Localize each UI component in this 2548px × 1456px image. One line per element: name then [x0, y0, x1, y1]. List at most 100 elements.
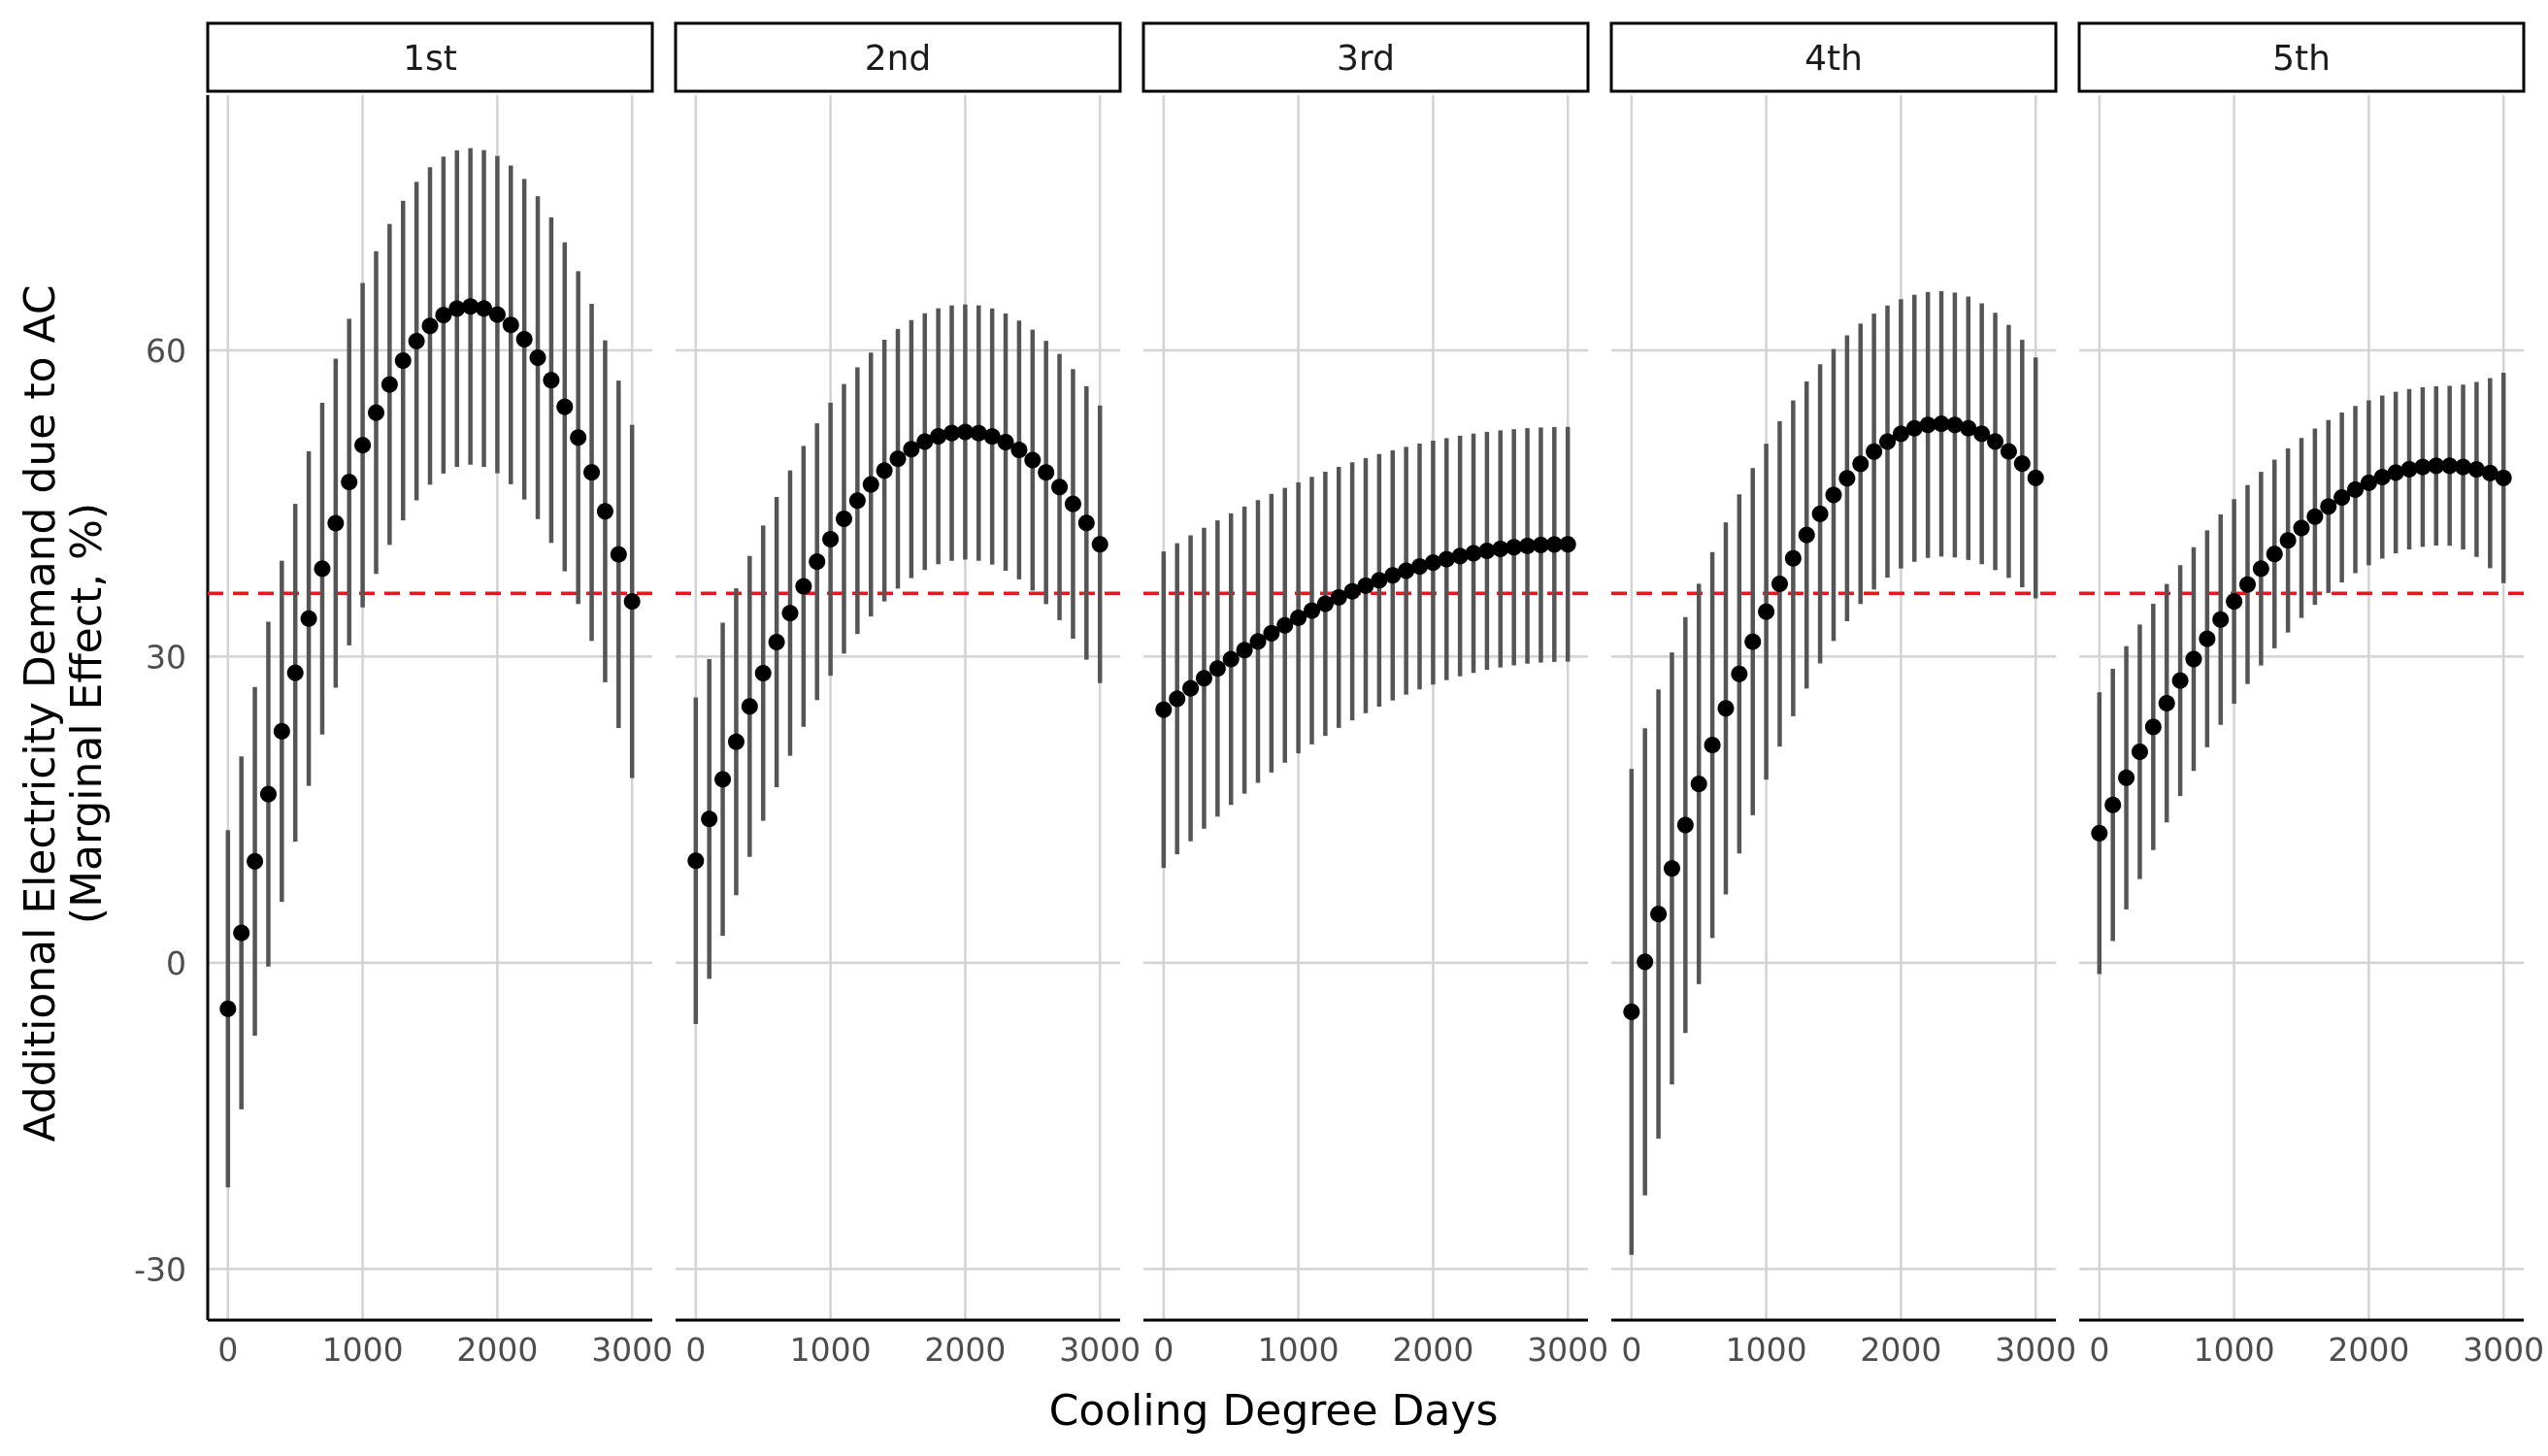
point	[300, 610, 317, 627]
point	[1905, 419, 1923, 437]
point	[754, 665, 772, 682]
point	[1784, 549, 1802, 567]
point	[727, 733, 745, 750]
x-tick-label: 2000	[456, 1331, 538, 1369]
point	[701, 811, 718, 828]
point	[1717, 700, 1735, 717]
point	[714, 771, 732, 788]
facet-2nd: 2nd 0 1000 2000 3000	[674, 21, 1141, 1369]
point	[835, 510, 852, 527]
point	[2212, 611, 2230, 628]
point	[1731, 665, 1748, 682]
point	[2347, 480, 2365, 498]
point	[768, 633, 785, 650]
point	[1451, 547, 1469, 565]
point	[781, 605, 799, 622]
x-tick-label: 2000	[1860, 1331, 1941, 1369]
facets-layer: 1st 0 1000 2000 3000 -30 0 30 60 2nd 0 1000 2000 3000…	[134, 21, 2544, 1369]
point	[1690, 776, 1707, 793]
point	[2000, 443, 2017, 460]
point	[354, 437, 372, 454]
point	[1825, 486, 1842, 504]
facet-strip	[2077, 21, 2526, 93]
point	[916, 433, 934, 450]
point	[1559, 536, 1576, 553]
x-tick-label: 1000	[322, 1331, 404, 1369]
point	[1276, 616, 1294, 634]
point	[1879, 433, 1897, 450]
point	[1330, 588, 1347, 606]
point	[1637, 953, 1654, 971]
point	[1798, 526, 1815, 544]
x-tick-label: 2000	[924, 1331, 1006, 1369]
x-tick-label: 1000	[790, 1331, 872, 1369]
point	[2104, 796, 2122, 813]
point	[247, 852, 264, 870]
x-tick-label: 2000	[2328, 1331, 2409, 1369]
facet-5th: 5th 0 1000 2000 3000	[2077, 21, 2544, 1369]
point	[462, 298, 480, 315]
point	[556, 398, 574, 415]
point	[2226, 593, 2243, 611]
point	[2333, 489, 2351, 507]
point	[1411, 558, 1429, 576]
point	[956, 423, 974, 441]
x-tick-label: 1000	[1726, 1331, 1807, 1369]
point	[2428, 457, 2445, 475]
point	[1303, 602, 1320, 619]
x-tick-label: 0	[685, 1331, 706, 1369]
point	[1758, 603, 1775, 620]
point	[623, 593, 641, 611]
point	[1064, 495, 1081, 513]
point	[1438, 550, 1455, 568]
point	[1532, 536, 1549, 553]
point	[1424, 554, 1441, 572]
point	[2118, 769, 2135, 786]
point	[1398, 562, 1415, 579]
point	[367, 404, 384, 421]
x-tick-label: 3000	[1059, 1331, 1141, 1369]
point	[1169, 690, 1186, 708]
point	[2495, 469, 2512, 486]
point	[488, 306, 506, 323]
facet-strip	[1142, 21, 1590, 93]
point	[2400, 460, 2418, 478]
point	[233, 924, 250, 942]
point	[2013, 455, 2031, 473]
point	[2373, 469, 2391, 486]
point	[983, 428, 1001, 446]
point	[1919, 416, 1936, 434]
x-tick-label: 0	[217, 1331, 238, 1369]
x-tick-label: 0	[2089, 1331, 2109, 1369]
point	[1987, 433, 2004, 450]
facet-strip-label: 5th	[2272, 39, 2331, 79]
point	[1222, 650, 1240, 668]
point	[286, 664, 304, 681]
x-tick-label: 0	[1153, 1331, 1174, 1369]
x-tick-label: 3000	[2463, 1331, 2544, 1369]
point	[2467, 461, 2485, 479]
y-tick-label: 0	[166, 944, 186, 982]
x-tick-label: 0	[1621, 1331, 1641, 1369]
y-tick-label: 30	[146, 638, 186, 676]
point	[1946, 416, 1964, 434]
y-axis-title: Additional Electricity Demand due to AC …	[16, 284, 112, 1142]
facet-strip	[206, 21, 654, 93]
point	[1290, 609, 1307, 626]
point	[502, 316, 519, 334]
point	[2455, 458, 2472, 476]
point	[809, 553, 826, 571]
point	[2320, 498, 2337, 515]
point	[1545, 536, 1563, 553]
point	[903, 441, 920, 458]
point	[1249, 633, 1267, 650]
point	[2360, 474, 2377, 491]
y-axis-title-line-2: (Marginal Effect, %)	[62, 503, 112, 924]
point	[448, 300, 466, 317]
point	[889, 450, 907, 468]
facet-4th: 4th 0 1000 2000 3000	[1609, 21, 2076, 1369]
x-tick-label: 3000	[591, 1331, 673, 1369]
point	[1077, 514, 1095, 532]
point	[862, 476, 879, 493]
